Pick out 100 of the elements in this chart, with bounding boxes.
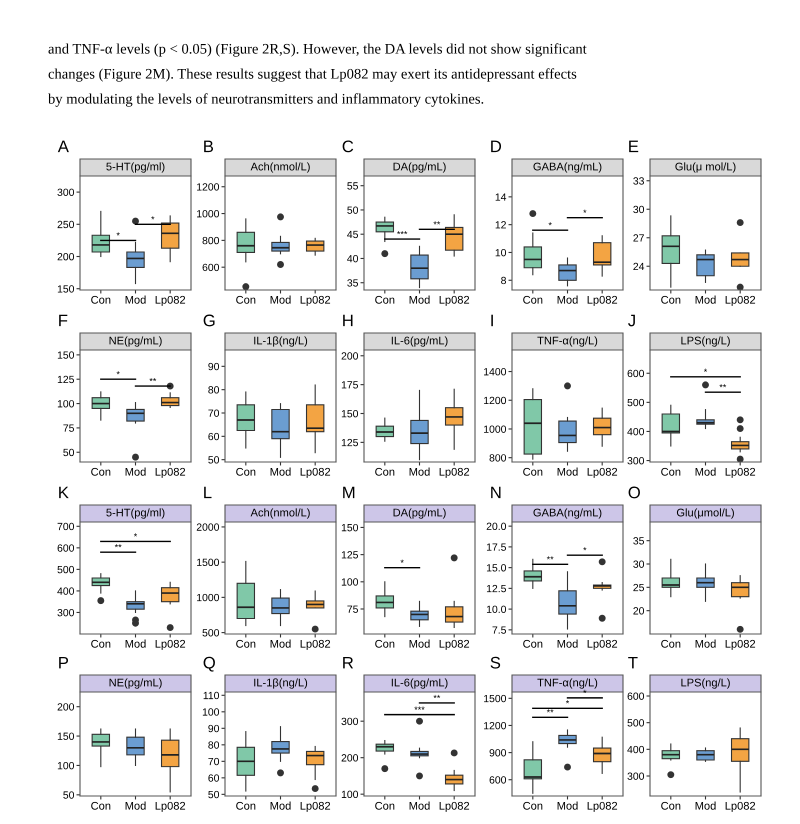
annotation: * bbox=[704, 368, 708, 372]
y-tick-label: 30 bbox=[633, 560, 644, 568]
x-tick-label: Lp082 bbox=[440, 296, 470, 306]
y-tick-label: 150 bbox=[58, 351, 74, 359]
x-tick-label: Mod bbox=[410, 468, 430, 476]
y-tick-label: 55 bbox=[347, 182, 358, 190]
chart-subtitle: Ach(nmol/L) bbox=[250, 508, 310, 519]
y-tick-label: 400 bbox=[627, 428, 644, 436]
chart-title: J bbox=[628, 314, 635, 326]
x-tick-label: Lp082 bbox=[440, 468, 470, 478]
x-tick-label: Con bbox=[523, 802, 542, 810]
y-tick-label: 1000 bbox=[197, 210, 220, 218]
x-tick-label: Lp082 bbox=[156, 802, 186, 812]
x-tick-label: Lp082 bbox=[300, 802, 330, 812]
y-tick-label: 90 bbox=[208, 724, 220, 732]
x-tick-label: Con bbox=[91, 468, 110, 476]
chart-title: I bbox=[491, 314, 493, 326]
x-tick-label: Mod bbox=[558, 468, 578, 476]
y-tick-label: 900 bbox=[490, 749, 506, 756]
y-tick-label: 800 bbox=[490, 454, 506, 462]
chart-subtitle: LPS(ng/L) bbox=[681, 336, 730, 347]
x-tick-label: Con bbox=[236, 802, 256, 810]
annotation: *** bbox=[397, 230, 408, 234]
x-tick-label: Con bbox=[91, 802, 110, 810]
y-tick-label: 1000 bbox=[484, 425, 506, 433]
text: changes (Figure 2M). These results suggest that Lp082 may exert its antidepressant effects bbox=[48, 68, 576, 82]
chart-title: Q bbox=[204, 656, 215, 672]
annotation: ** bbox=[546, 556, 554, 560]
x-tick-label: Mod bbox=[270, 468, 291, 476]
annotation: * bbox=[583, 210, 586, 213]
y-tick-label: 27 bbox=[633, 234, 644, 242]
x-tick-label: Con bbox=[523, 296, 542, 304]
y-tick-label: 75 bbox=[63, 424, 74, 432]
y-tick-label: 110 bbox=[204, 692, 220, 700]
y-tick-label: 20 bbox=[633, 607, 644, 615]
x-tick-label: Mod bbox=[696, 640, 716, 648]
y-tick-label: 50 bbox=[63, 791, 74, 799]
y-tick-label: 600 bbox=[490, 776, 506, 784]
x-tick-label: Mod bbox=[558, 296, 578, 304]
x-tick-label: Mod bbox=[126, 640, 146, 648]
y-tick-label: 400 bbox=[627, 746, 644, 754]
chart-title: K bbox=[59, 486, 69, 498]
x-tick-label: Lp082 bbox=[726, 296, 756, 306]
chart-subtitle: NE(pg/mL) bbox=[110, 678, 162, 689]
x-tick-label: Mod bbox=[126, 468, 146, 476]
chart-subtitle: TNF-α(ng/L) bbox=[537, 336, 598, 347]
x-tick-label: Con bbox=[91, 640, 110, 648]
chart-title: P bbox=[59, 656, 68, 668]
chart-subtitle: 5-HT(pg/ml) bbox=[106, 508, 164, 519]
text: by modulating the levels of neurotransmitters and inflammatory cytokines. bbox=[48, 93, 484, 107]
y-tick-label: 30 bbox=[633, 206, 644, 214]
x-tick-label: Con bbox=[375, 640, 394, 648]
y-tick-label: 35 bbox=[347, 279, 358, 287]
y-tick-label: 24 bbox=[633, 262, 644, 270]
chart-title: B bbox=[204, 140, 214, 152]
chart-subtitle: NE(pg/mL) bbox=[110, 336, 162, 347]
chart-subtitle: DA(pg/mL) bbox=[394, 162, 446, 173]
y-tick-label: 15.0 bbox=[486, 564, 506, 572]
x-tick-label: Mod bbox=[126, 802, 146, 810]
y-tick-label: 600 bbox=[58, 544, 74, 552]
annotation: * bbox=[116, 371, 120, 374]
y-tick-label: 300 bbox=[57, 188, 74, 196]
y-tick-label: 300 bbox=[57, 608, 74, 616]
chart-title: A bbox=[58, 140, 69, 152]
y-tick-label: 50 bbox=[63, 448, 74, 456]
chart-title: D bbox=[491, 140, 502, 152]
chart-title: G bbox=[204, 314, 215, 326]
x-tick-label: Lp082 bbox=[300, 296, 330, 306]
y-tick-label: 90 bbox=[208, 362, 220, 370]
y-tick-label: 150 bbox=[58, 732, 74, 740]
x-tick-label: Lp082 bbox=[300, 468, 330, 478]
chart-title: C bbox=[342, 140, 354, 152]
y-tick-label: 1000 bbox=[197, 594, 220, 602]
y-tick-label: 1200 bbox=[484, 722, 506, 730]
x-tick-label: Mod bbox=[696, 468, 716, 476]
y-tick-label: 20.0 bbox=[486, 522, 506, 530]
annotation: * bbox=[566, 700, 570, 704]
chart-subtitle: Glu(μ mol/L) bbox=[675, 162, 736, 173]
chart-title: E bbox=[629, 140, 638, 152]
annotation: ** bbox=[433, 694, 440, 698]
x-tick-label: Mod bbox=[558, 640, 578, 648]
x-tick-label: Lp082 bbox=[156, 468, 186, 478]
y-tick-label: 300 bbox=[341, 718, 358, 726]
x-tick-label: Con bbox=[661, 468, 680, 476]
x-tick-label: Lp082 bbox=[726, 802, 756, 812]
y-tick-label: 400 bbox=[57, 587, 74, 595]
y-tick-label: 300 bbox=[627, 772, 644, 780]
x-tick-label: Lp082 bbox=[588, 802, 618, 812]
y-tick-label: 1500 bbox=[197, 558, 220, 566]
x-tick-label: Mod bbox=[558, 802, 578, 810]
chart-title: L bbox=[204, 486, 212, 498]
x-tick-label: Con bbox=[375, 802, 394, 810]
chart-title: R bbox=[343, 656, 354, 668]
x-tick-label: Lp082 bbox=[440, 802, 470, 812]
x-tick-label: Mod bbox=[696, 802, 716, 810]
y-tick-label: 35 bbox=[633, 537, 644, 545]
x-tick-label: Con bbox=[236, 296, 256, 304]
chart-subtitle: GABA(ng/mL) bbox=[533, 162, 602, 173]
annotation: ** bbox=[149, 378, 156, 382]
chart-subtitle: Ach(nmol/L) bbox=[250, 162, 310, 173]
